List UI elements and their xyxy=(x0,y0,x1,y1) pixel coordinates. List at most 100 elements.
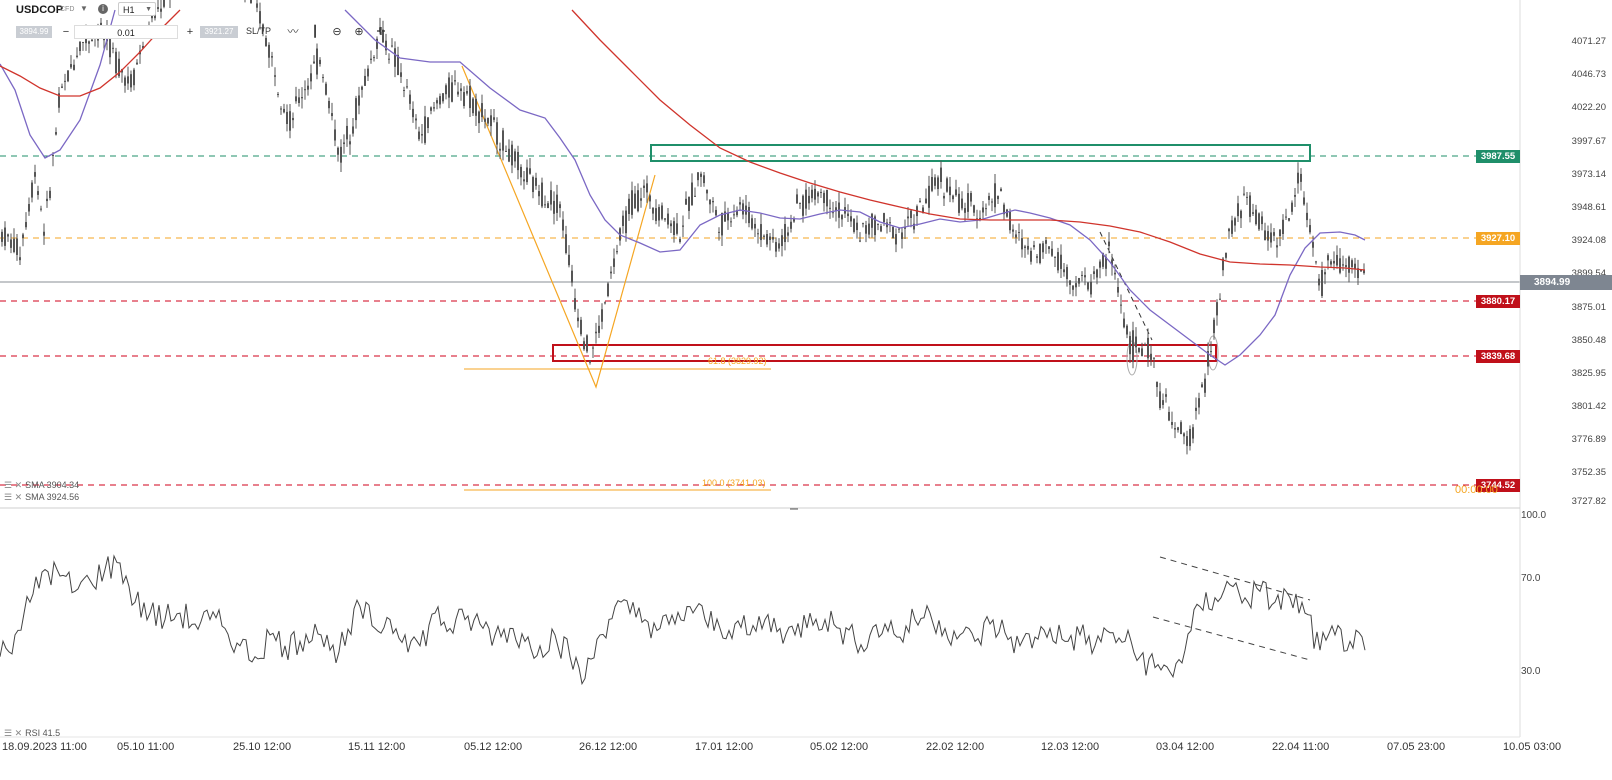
legend-rsi[interactable]: ☰ ✕ RSI 41.5 xyxy=(4,728,60,739)
candle-body xyxy=(1171,422,1173,425)
legend-sma2[interactable]: ☰ ✕ SMA 3924.56 xyxy=(4,492,79,503)
sell-button[interactable]: 3894.99 xyxy=(16,26,52,38)
candle-body xyxy=(817,192,819,197)
candle-body xyxy=(985,208,987,210)
zoom-in-icon[interactable]: ⊕ xyxy=(354,26,364,38)
candle-body xyxy=(43,231,45,236)
candle-body xyxy=(367,68,369,77)
sltp-button[interactable]: SL/TP xyxy=(246,26,272,36)
candle-body xyxy=(91,39,93,42)
sma2-line xyxy=(571,9,1366,271)
candle-body xyxy=(400,72,402,77)
rsi-trend-lower xyxy=(1152,616,1311,661)
chevron-down-icon[interactable]: ▼ xyxy=(80,4,88,13)
price-axis-label: 3973.14 xyxy=(1571,169,1606,180)
candle-body xyxy=(958,193,960,213)
candle-body xyxy=(823,192,825,204)
candle-body xyxy=(904,226,906,229)
candle-body xyxy=(277,93,279,95)
candle-body xyxy=(571,270,573,283)
candle-body xyxy=(1339,258,1341,273)
candle-body xyxy=(577,317,579,322)
candle-body xyxy=(1360,269,1362,272)
candle-body xyxy=(772,236,774,240)
trade-toolbar: USDCOP CFD ▼ i H1 ▼ 3894.99 − 0.01 + 392… xyxy=(14,2,394,40)
candle-body xyxy=(1228,228,1230,232)
candle-body xyxy=(1030,250,1032,262)
candle-body xyxy=(925,198,927,203)
candle-icon[interactable]: ┃ xyxy=(311,26,319,38)
candle-body xyxy=(1069,280,1071,285)
candle-body xyxy=(499,148,501,151)
candle-body xyxy=(727,213,729,221)
candle-body xyxy=(448,77,450,98)
candle-body xyxy=(250,0,252,3)
candle-body xyxy=(742,203,744,215)
candle-body xyxy=(928,185,930,208)
candle-body xyxy=(1207,351,1209,367)
line-chart-icon[interactable]: 〰 xyxy=(287,26,299,38)
candle-body xyxy=(1249,195,1251,217)
timeframe-select[interactable]: H1 ▼ xyxy=(118,2,156,16)
candle-body xyxy=(922,207,924,213)
price-axis-label: 3825.95 xyxy=(1571,368,1606,379)
candle-body xyxy=(1324,272,1326,275)
candle-body xyxy=(1162,400,1164,405)
candle-body xyxy=(376,38,378,49)
candle-body xyxy=(625,210,627,234)
candle-body xyxy=(886,222,888,228)
candle-body xyxy=(1210,351,1212,353)
candle-body xyxy=(286,111,288,125)
candle-body xyxy=(1138,347,1140,352)
crosshair-icon[interactable]: ✛ xyxy=(376,26,386,38)
candle-body xyxy=(994,183,996,208)
candle-body xyxy=(61,86,63,88)
candle-body xyxy=(769,236,771,240)
candle-body xyxy=(511,144,513,166)
buy-button[interactable]: 3921.27 xyxy=(200,26,238,38)
candle-body xyxy=(1288,218,1290,221)
candle-body xyxy=(1114,272,1116,275)
candle-body xyxy=(820,191,822,193)
symbol-name[interactable]: USDCOP xyxy=(16,4,64,16)
candle-body xyxy=(262,24,264,32)
decrease-button[interactable]: − xyxy=(62,26,70,38)
candle-body xyxy=(1186,436,1188,446)
candle-body xyxy=(16,238,18,255)
candle-body xyxy=(256,3,258,8)
candle-body xyxy=(1321,269,1323,296)
candle-body xyxy=(313,61,315,64)
increase-button[interactable]: + xyxy=(186,26,194,38)
info-icon[interactable]: i xyxy=(98,4,108,14)
candle-body xyxy=(1255,209,1257,225)
candle-body xyxy=(322,77,324,79)
candle-body xyxy=(829,207,831,209)
candle-body xyxy=(481,103,483,118)
candle-body xyxy=(1333,260,1335,264)
candle-body xyxy=(559,204,561,209)
candle-body xyxy=(655,208,657,221)
candle-body xyxy=(583,341,585,350)
candle-body xyxy=(1003,204,1005,215)
candle-body xyxy=(157,7,159,9)
candle-body xyxy=(1117,287,1119,293)
fib-level-100: 100.0 (3741.03) xyxy=(702,478,766,488)
candle-body xyxy=(598,325,600,333)
candle-body xyxy=(457,91,459,95)
candle-body xyxy=(982,207,984,213)
candle-body xyxy=(1273,232,1275,236)
candle-body xyxy=(697,172,699,181)
timeframe-value: H1 xyxy=(123,5,135,15)
legend-sma1[interactable]: ☰ ✕ SMA 3904.34 xyxy=(4,480,79,491)
candle-body xyxy=(1351,260,1353,268)
candle-body xyxy=(1066,267,1068,280)
quantity-input[interactable]: 0.01 xyxy=(74,25,178,39)
candle-body xyxy=(679,238,681,243)
candle-body xyxy=(424,116,426,143)
candle-body xyxy=(1165,394,1167,397)
candle-body xyxy=(931,177,933,191)
candle-body xyxy=(1180,422,1182,435)
candle-body xyxy=(652,207,654,214)
zoom-out-icon[interactable]: ⊖ xyxy=(332,26,342,38)
